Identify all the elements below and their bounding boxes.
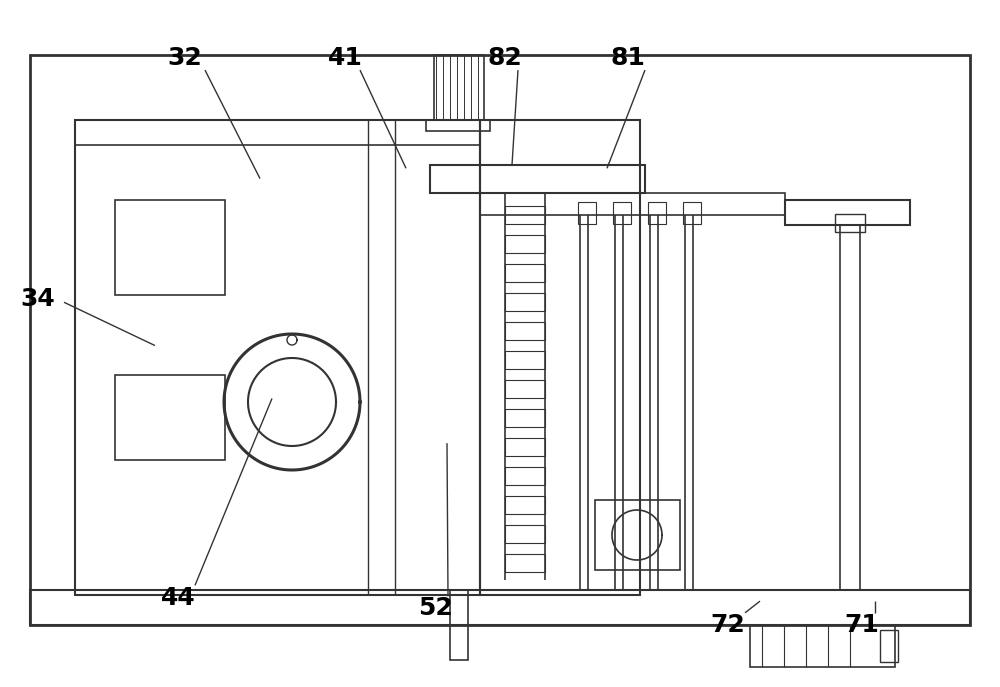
Bar [505,380,545,398]
Bar [30,590,970,625]
Bar [505,525,545,543]
Bar [450,590,468,660]
Bar [683,202,701,224]
Bar [505,293,545,311]
Bar [505,206,545,224]
Bar [75,120,480,145]
Bar [613,202,631,224]
Text: 44: 44 [161,586,195,609]
Text: 52: 52 [418,596,452,620]
Bar [880,630,898,662]
Bar [30,55,970,625]
Bar [750,625,895,667]
Bar [835,214,865,232]
Bar [505,264,545,282]
Bar [505,409,545,427]
Text: 34: 34 [21,287,55,311]
Bar [505,322,545,340]
Bar [480,193,785,215]
Bar [115,200,225,295]
Bar [505,554,545,572]
Bar [595,500,680,570]
Bar [648,202,666,224]
Bar [115,375,225,460]
Bar [434,55,484,120]
Bar [785,200,910,225]
Bar [480,120,640,595]
Text: 71: 71 [845,613,879,637]
Bar [426,120,490,131]
Bar [505,351,545,369]
Text: 82: 82 [488,47,522,70]
Bar [505,438,545,456]
Bar [505,496,545,514]
Bar [505,235,545,253]
Bar [578,202,596,224]
Text: 81: 81 [611,47,645,70]
Bar [430,165,645,193]
Bar [75,120,480,595]
Text: 72: 72 [711,613,745,637]
Text: 41: 41 [328,47,362,70]
Text: 32: 32 [168,47,202,70]
Bar [505,467,545,485]
